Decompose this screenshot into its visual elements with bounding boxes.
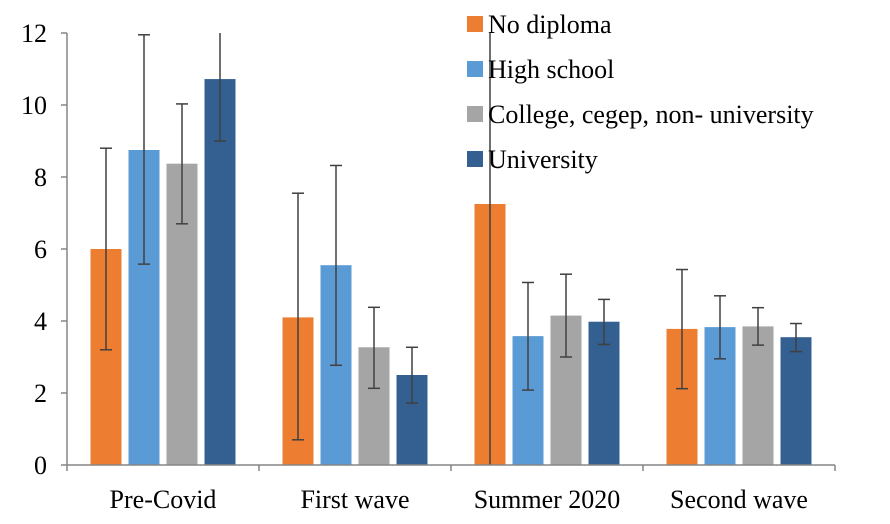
y-tick-label: 2 — [34, 379, 47, 408]
x-tick-label: Second wave — [670, 485, 808, 514]
error-bar — [676, 268, 688, 390]
error-bar — [292, 192, 304, 441]
error-bar — [522, 281, 534, 391]
bar-university-pre-covid — [204, 79, 236, 465]
error-bar — [176, 103, 188, 225]
legend-swatch — [467, 106, 483, 122]
error-bar — [560, 273, 572, 358]
error-bar — [752, 306, 764, 346]
legend-item: No diploma — [467, 10, 612, 39]
error-bar — [714, 295, 726, 360]
legend-swatch — [467, 151, 483, 167]
bar-university-summer-2020 — [588, 321, 620, 465]
error-bar — [406, 346, 418, 404]
legend-swatch — [467, 16, 483, 32]
error-bar — [214, 33, 226, 142]
legend-label: College, cegep, non- university — [488, 100, 814, 129]
bar-college-cegep-non-university-second-wave — [742, 326, 774, 465]
bars-layer — [90, 79, 812, 465]
y-tick-label: 12 — [21, 19, 47, 48]
y-tick-label: 4 — [34, 307, 47, 336]
x-tick-label: Pre-Covid — [110, 485, 217, 514]
legend-swatch — [467, 61, 483, 77]
x-tick-label: First wave — [300, 485, 409, 514]
legend-label: High school — [488, 55, 614, 84]
legend-item: University — [467, 145, 598, 174]
error-bar — [330, 164, 342, 367]
error-bar — [138, 34, 150, 265]
legend: No diploma High school College, cegep, non… — [467, 10, 814, 174]
x-tick-label: Summer 2020 — [474, 485, 621, 514]
y-tick-label: 6 — [34, 235, 47, 264]
legend-label: No diploma — [488, 10, 612, 39]
bar-university-second-wave — [780, 337, 812, 465]
error-bar — [100, 147, 112, 351]
y-tick-label: 10 — [21, 91, 47, 120]
legend-item: High school — [467, 55, 614, 84]
error-bars-layer — [100, 33, 802, 465]
error-bar — [790, 322, 802, 353]
y-tick-label: 8 — [34, 163, 47, 192]
y-tick-label: 0 — [34, 451, 47, 480]
error-bar — [368, 306, 380, 390]
error-bar — [598, 298, 610, 346]
axes-layer: 0 2 4 6 8 10 12 Pre-Covid First wave Summer 2020 S… — [21, 19, 836, 514]
legend-label: University — [488, 145, 598, 174]
legend-item: College, cegep, non- university — [467, 100, 814, 129]
